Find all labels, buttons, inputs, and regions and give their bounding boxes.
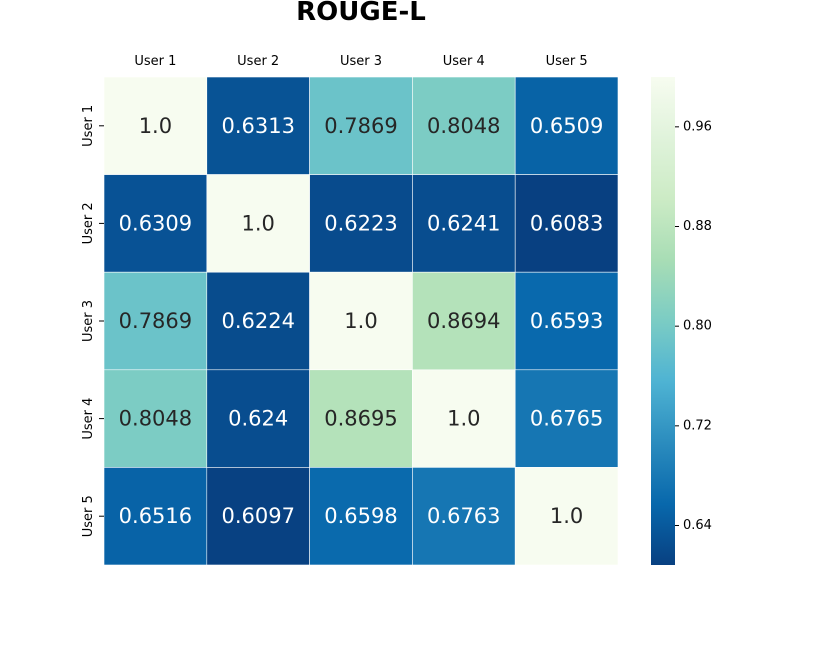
cell-value-label: 1.0 [344,309,377,333]
colorbar-tick-label: 0.96 [683,119,712,134]
x-tick-label: User 5 [546,54,588,69]
cell-value-label: 0.6241 [427,211,500,235]
heatmap-cell [412,369,516,468]
cell-value-label: 0.8695 [324,407,397,431]
x-tick-label: User 2 [237,54,279,69]
heatmap-cell [309,271,413,371]
cell-value-label: 0.6516 [119,504,192,528]
cell-value-label: 0.6593 [530,309,603,333]
heatmap-cell [309,467,413,566]
cell-value-label: 0.6309 [119,211,192,235]
colorbar-tick-label: 0.88 [683,219,712,234]
cell-value-label: 0.6313 [221,114,294,138]
cell-value-label: 0.624 [228,407,288,431]
y-tick-label: User 2 [81,202,96,244]
cell-value-label: 0.6598 [324,504,397,528]
y-axis-ticks: User 1 User 2 User 3 User 4 User 5 [81,105,104,537]
cell-value-label: 1.0 [550,504,583,528]
colorbar-tick-label: 0.64 [683,518,712,533]
heatmap-cell [514,369,619,468]
cell-value-label: 1.0 [139,114,172,138]
heatmap-cell [514,76,619,175]
y-tick-label: User 3 [81,300,96,342]
cell-value-label: 0.8048 [119,407,192,431]
heatmap-cell [206,369,310,468]
chart-title: ROUGE-L [296,0,426,27]
heatmap-cell [103,467,208,566]
cell-value-label: 0.8694 [427,309,500,333]
heatmap-cell [206,76,310,175]
heatmap-cell [412,76,516,175]
cell-value-label: 0.6509 [530,114,603,138]
heatmap-cell [309,174,413,273]
cell-value-label: 0.6765 [530,407,603,431]
x-tick-label: User 3 [340,54,382,69]
colorbar-tick-label: 0.80 [683,319,712,334]
x-axis-ticks: User 1 User 2 User 3 User 4 User 5 [134,54,587,69]
heatmap-cell [309,369,413,468]
heatmap-cell [514,467,619,566]
heatmap-cell [103,174,208,273]
y-tick-label: User 4 [81,398,96,440]
y-tick-label: User 1 [81,105,96,147]
heatmap-cell [206,174,310,273]
heatmap-cell [206,467,310,566]
cell-value-label: 1.0 [241,211,274,235]
heatmap-cells: 1.0 0.6313 0.7869 0.8048 0.6509 0.6309 1.0 0.62… [103,76,619,566]
cell-value-label: 0.6224 [221,309,294,333]
cell-value-label: 0.6083 [530,211,603,235]
cell-value-label: 0.6097 [221,504,294,528]
cell-value-label: 0.7869 [119,309,192,333]
cell-value-label: 0.7869 [324,114,397,138]
heatmap-cell [103,76,208,175]
cell-value-label: 0.6763 [427,504,500,528]
heatmap-cell [412,271,516,371]
heatmap-cell [514,271,619,371]
cell-value-label: 0.8048 [427,114,500,138]
colorbar-ticks: 0.64 0.72 0.80 0.88 0.96 [675,119,712,533]
cell-value-label: 0.6223 [324,211,397,235]
x-tick-label: User 1 [134,54,176,69]
heatmap-cell [206,271,310,371]
y-tick-label: User 5 [81,495,96,537]
x-tick-label: User 4 [443,54,485,69]
heatmap-cell [309,76,413,175]
colorbar-tick-label: 0.72 [683,418,712,433]
cell-value-label: 1.0 [447,407,480,431]
heatmap-cell [514,174,619,273]
colorbar [651,77,675,565]
